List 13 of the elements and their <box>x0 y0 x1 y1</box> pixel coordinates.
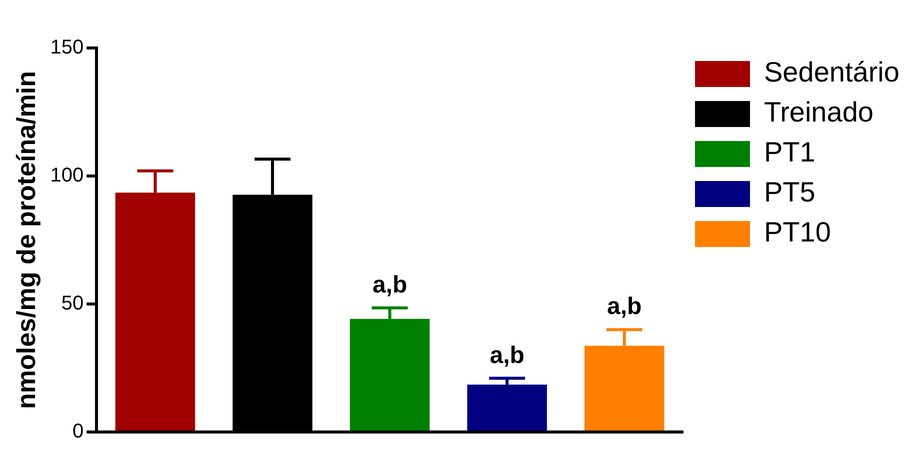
y-axis-title: nmoles/mg de proteína/min <box>10 70 41 410</box>
data-label: a,b <box>490 342 524 369</box>
legend-label: PT10 <box>764 216 831 248</box>
legend-label: PT1 <box>764 136 816 168</box>
legend-label: PT5 <box>764 176 816 208</box>
y-tick-label: 150 <box>50 36 84 59</box>
data-label: a,b <box>372 271 408 298</box>
legend-label: Sedentário <box>764 56 900 88</box>
data-label: a,b <box>607 293 642 320</box>
legend-label: Treinado <box>764 96 874 128</box>
y-tick-label: 0 <box>72 420 84 443</box>
y-tick-label: 100 <box>50 164 84 187</box>
y-tick-label: 50 <box>61 292 84 315</box>
